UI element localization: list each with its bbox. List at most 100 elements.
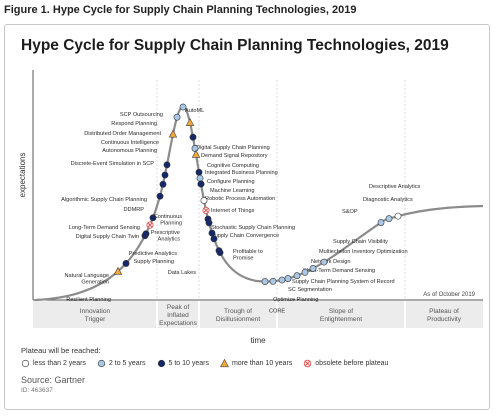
technology-label: Respond Planning (111, 121, 157, 127)
technology-point: SCP Outsourcing (120, 112, 181, 121)
document-id: ID: 463637 (21, 387, 53, 394)
legend-label: less than 2 years (33, 360, 86, 367)
technology-point: Digital Supply Chain Planning (185, 118, 270, 151)
technology-label: Configure Planning (207, 179, 255, 185)
phase-band: Innovation Trigger Peak of Inflated Expectat… (33, 301, 483, 328)
technology-label: Long-Term Demand Sensing (69, 225, 140, 231)
chart-title: Hype Cycle for Supply Chain Planning Tec… (21, 37, 449, 54)
technology-label: Machine Learning (210, 188, 254, 194)
x-axis-label: time (250, 336, 266, 345)
technology-point: Integrated Business Planning (191, 149, 278, 176)
technology-point: Optimize Planning (269, 277, 318, 303)
technology-label: CORE (269, 309, 285, 315)
technology-label: Multiechelon Inventory Optimization (319, 249, 408, 255)
legend-item-2to5: 2 to 5 years (97, 359, 146, 368)
technology-label: Continuous Planning (154, 214, 183, 227)
legend-item-lt2: less than 2 years (21, 359, 86, 368)
technology-label: Discrete-Event Simulation in SCP (71, 161, 155, 167)
technology-point: Distributed Order Management (84, 131, 171, 169)
technology-label: Predictive Analytics (129, 251, 177, 257)
circle-icon (157, 359, 165, 368)
technology-point: Natural Language Generation (65, 260, 130, 286)
circle-icon (21, 359, 30, 368)
technology-label: S&OP (342, 209, 358, 215)
legend-title: Plateau will be reached: (21, 346, 101, 355)
phase-label: Trough of Disillusionment (216, 308, 261, 323)
technology-point: AutoML (179, 103, 204, 114)
technology-label: Short-Term Demand Sensing (303, 268, 375, 274)
technology-label: SCP Outsourcing (120, 112, 163, 118)
technology-label: Profitable to Promise (233, 249, 263, 262)
technology-point: Short-Term Demand Sensing (293, 268, 375, 280)
technology-point: Respond Planning (111, 121, 178, 138)
technology-label: Algorithmic Supply Chain Planning (61, 197, 147, 203)
hype-cycle-card: Hype Cycle for Supply Chain Planning Tec… (4, 24, 490, 410)
legend-label: more than 10 years (231, 360, 293, 367)
technology-point: Demand Signal Repository (189, 133, 268, 159)
technology-point: Supply Chain Planning System of Record (284, 275, 395, 285)
technology-point: Network Design (301, 259, 350, 276)
technology-label: Stochastic Supply Chain Planning (211, 225, 295, 231)
technology-point: Digital Supply Chain Twin (76, 232, 149, 240)
phase-label: Slope of Enlightenment (320, 308, 362, 323)
phase-label: Innovation Trigger (80, 308, 111, 323)
legend-item-gt10: more than 10 years (220, 359, 292, 368)
technology-point: Internet of Things (200, 197, 255, 214)
technology-point: Prescriptive Analytics (151, 215, 212, 243)
phase-label: Plateau of Productivity (427, 308, 462, 323)
technology-point: Data Lakes (168, 249, 224, 276)
technology-label: Autonomous Planning (102, 148, 157, 154)
technology-label: Diagnostic Analytics (363, 197, 413, 203)
technology-label: Natural Language Generation (65, 273, 109, 286)
figure-caption: Figure 1. Hype Cycle for Supply Chain Pl… (4, 4, 357, 16)
technology-label: SC Segmentation (288, 287, 332, 293)
legend: Plateau will be reached: less than 2 yea… (21, 346, 399, 368)
technology-label: Internet of Things (211, 208, 255, 214)
technology-point: Multiechelon Inventory Optimization (309, 249, 408, 272)
x-circle-icon (304, 359, 312, 368)
triangle-icon (220, 359, 229, 368)
legend-label: 2 to 5 years (108, 360, 146, 367)
technology-point: Continuous Intelligence (101, 140, 169, 179)
technology-point: DDMRP (123, 207, 154, 229)
technology-point: CORE (261, 278, 285, 315)
technology-label: Resilient Planning (66, 297, 111, 303)
technology-label: Supply Chain Planning System of Record (292, 279, 395, 285)
technology-label: Distributed Order Management (84, 131, 161, 137)
technology-label: Supply Planning (134, 259, 174, 265)
technology-label: DDMRP (123, 207, 144, 213)
technology-point: Stochastic Supply Chain Planning (202, 206, 295, 231)
technology-point: Resilient Planning (66, 266, 123, 303)
technology-point: Supply Planning (134, 235, 218, 265)
technology-label: Optimize Planning (273, 297, 318, 303)
technology-label: Descriptive Analytics (369, 184, 420, 190)
as-of-note: As of October 2019 (423, 292, 475, 298)
technology-label: Data Lakes (168, 270, 196, 276)
y-axis-label: expectations (18, 153, 27, 198)
technology-label: Supply Chain Visibility (333, 239, 388, 245)
technology-point: Cognitive Computing (191, 145, 259, 169)
phase-label: Peak of Inflated Expectations (159, 304, 197, 327)
legend-label: obsolete before plateau (315, 360, 389, 367)
technology-label: Supply Chain Convergence (211, 233, 279, 239)
technology-label: Digital Supply Chain Planning (196, 145, 270, 151)
legend-label: 5 to 10 years (168, 360, 209, 367)
technology-label: AutoML (185, 108, 204, 114)
source-note: Source: Gartner (21, 375, 86, 385)
technology-label: Network Design (311, 259, 350, 265)
technology-label: Continuous Intelligence (101, 140, 159, 146)
technology-point: Descriptive Analytics (369, 184, 420, 220)
technology-label: Demand Signal Repository (201, 153, 268, 159)
legend-item-5to10: 5 to 10 years (157, 359, 209, 368)
legend-items: less than 2 years 2 to 5 years 5 to 10 yea… (21, 359, 399, 368)
technology-point: Autonomous Planning (102, 148, 167, 188)
technology-point: Algorithmic Supply Chain Planning (61, 197, 157, 222)
technology-point: Machine Learning (196, 174, 254, 194)
technology-point: Diagnostic Analytics (363, 197, 413, 223)
technology-point: Discrete-Event Simulation in SCP (71, 161, 164, 200)
technology-label: Cognitive Computing (207, 163, 259, 169)
technology-point: Supply Chain Visibility (320, 239, 388, 266)
technology-point: S&OP (342, 209, 385, 226)
technology-label: Robotic Process Automation (205, 196, 275, 202)
technology-point: Continuous Planning (154, 180, 205, 227)
